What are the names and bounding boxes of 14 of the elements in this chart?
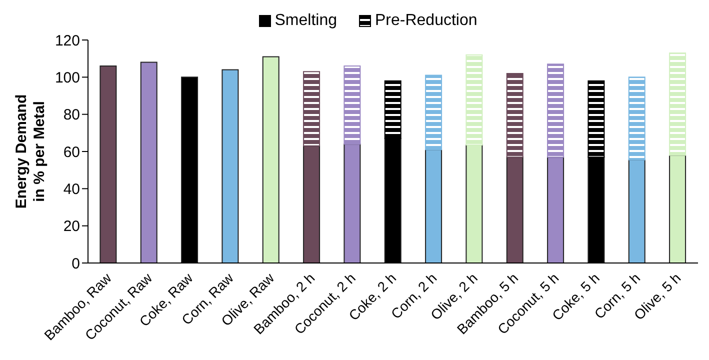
y-tick-label: 60 (63, 144, 80, 161)
legend-label: Pre-Reduction (374, 12, 478, 30)
bar (222, 69, 239, 263)
legend-label: Smelting (274, 12, 337, 30)
y-tick-label: 20 (63, 218, 80, 236)
bar (262, 56, 280, 263)
y-tick-label: 0 (72, 255, 80, 272)
y-tick-label: 120 (54, 32, 80, 50)
y-tick-label: 80 (63, 106, 80, 124)
y-tick-label: 100 (54, 69, 80, 86)
y-axis-title: Energy Demand in % per Metal (13, 94, 48, 209)
y-tick-label: 40 (63, 180, 80, 198)
bar (140, 62, 158, 263)
bar (100, 66, 117, 263)
